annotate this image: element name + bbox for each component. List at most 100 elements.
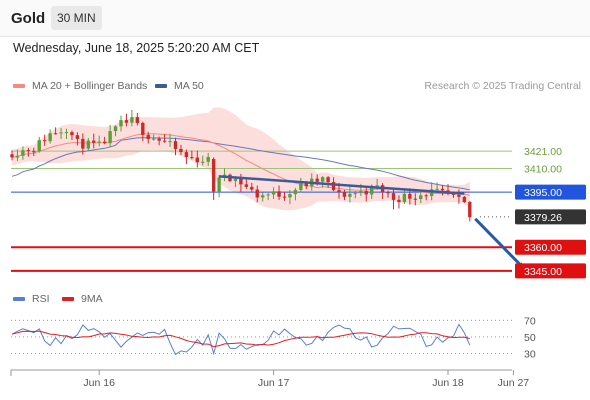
candle-body (364, 191, 368, 195)
candle-body (315, 178, 319, 182)
x-label-0: Jun 16 (83, 377, 115, 389)
candle-body (206, 156, 210, 162)
rsi-tick-50: 50 (524, 332, 536, 344)
candle-body (217, 177, 221, 192)
candle-body (59, 132, 63, 134)
candle-body (37, 140, 41, 152)
asset-title: Gold (11, 10, 46, 27)
candle-body (157, 138, 161, 141)
candle-body (468, 202, 472, 218)
candle-body (250, 186, 254, 190)
copyright: Research © 2025 Trading Central (424, 80, 581, 92)
candle-body (282, 196, 287, 198)
candle-body (424, 195, 428, 197)
rsi-ma-line (11, 330, 470, 348)
candle-body (440, 188, 445, 191)
candle-body (391, 193, 396, 200)
candle-body (408, 193, 412, 199)
candle-body (342, 191, 347, 197)
candle-body (26, 150, 31, 152)
candle-body (70, 132, 74, 136)
projection-arrow-shaft (474, 217, 523, 267)
legend-9ma-label: 9MA (81, 293, 103, 305)
candle-body (457, 194, 461, 197)
candle-body (124, 120, 129, 123)
candle-body (130, 117, 134, 123)
timestamp: Wednesday, June 18, 2025 5:20:20 AM CET (13, 41, 260, 55)
candle-body (21, 150, 25, 156)
candle-body (152, 138, 156, 140)
rsi-ma-swatch (62, 297, 74, 301)
candle-body (113, 126, 118, 132)
candle-body (288, 194, 292, 198)
chart-header: Gold 30 MIN (0, 0, 590, 37)
legend-ma20-label: MA 20 + Bollinger Bands (32, 80, 148, 92)
candle-body (146, 134, 150, 140)
x-label-2: Jun 18 (432, 377, 464, 389)
candle-body (375, 185, 379, 187)
price-tag-5-bg (515, 263, 586, 279)
candle-body (162, 140, 167, 142)
x-label-3: Jun 27 (498, 377, 530, 389)
price-tag-1: 3410.00 (524, 163, 562, 175)
legend-rsi: RSI (13, 293, 50, 305)
candle-body (277, 191, 281, 197)
candle-body (75, 135, 80, 139)
legend-ma50-label: MA 50 (174, 80, 204, 92)
candle-body (271, 191, 276, 195)
candle-body (429, 189, 434, 197)
price-tag-0: 3421.00 (524, 146, 562, 158)
candle-body (211, 159, 216, 192)
candle-body (293, 189, 298, 195)
candle-body (304, 183, 308, 187)
candle-body (81, 138, 85, 149)
candle-body (53, 133, 58, 135)
candle-body (261, 195, 265, 198)
candle-body (239, 178, 243, 185)
candle-body (320, 177, 325, 182)
price-tag-2: 3395.00 (524, 187, 562, 199)
candle-body (141, 122, 145, 135)
ma50-line (11, 137, 470, 191)
candle-body (48, 133, 52, 142)
candle-body (97, 141, 101, 143)
x-label-1: Jun 17 (258, 377, 290, 389)
candle-body (15, 155, 20, 158)
candle-body (184, 152, 189, 158)
ma20-swatch (13, 84, 25, 88)
candle-body (190, 157, 194, 159)
candle-body (244, 184, 249, 187)
candle-body (397, 199, 401, 203)
candle-body (326, 177, 330, 183)
candle-body (168, 141, 172, 143)
candle-body (402, 193, 407, 203)
rsi-tick-70: 70 (524, 315, 536, 327)
candle-body (348, 193, 352, 197)
rsi-line (11, 323, 471, 356)
bollinger-band-area (12, 107, 470, 211)
candle-body (135, 117, 140, 123)
trendline (219, 175, 465, 195)
candle-body (435, 188, 439, 190)
rsi-tick-30: 30 (524, 349, 536, 361)
candle-body (10, 154, 14, 158)
price-tag-2-bg (515, 184, 586, 200)
candle-body (92, 140, 96, 143)
price-tag-5: 3345.00 (524, 266, 562, 278)
timeframe-badge[interactable]: 30 MIN (51, 6, 102, 30)
candle-body (233, 178, 238, 182)
candle-body (173, 141, 178, 149)
candle-body (255, 189, 259, 198)
candle-body (119, 120, 123, 127)
candle-body (299, 183, 303, 190)
price-tag-4: 3360.00 (524, 242, 562, 254)
candle-body (386, 192, 390, 194)
ma50-swatch (155, 84, 167, 88)
candle-body (108, 131, 112, 144)
legend-ma20: MA 20 + Bollinger Bands (13, 80, 147, 92)
candle-body (353, 193, 358, 195)
legend-ma50: MA 50 (155, 80, 204, 92)
candle-body (43, 140, 47, 142)
